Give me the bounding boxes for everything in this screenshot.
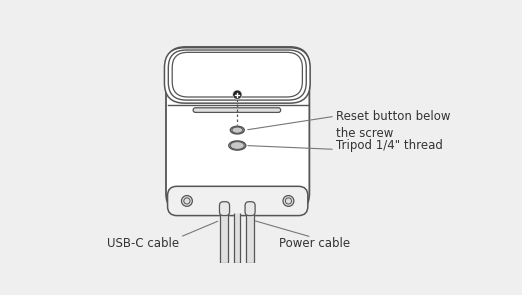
FancyBboxPatch shape [219, 202, 230, 216]
FancyBboxPatch shape [172, 52, 302, 97]
FancyBboxPatch shape [166, 47, 310, 212]
FancyBboxPatch shape [168, 50, 306, 100]
Text: Power cable: Power cable [279, 237, 350, 250]
Ellipse shape [230, 126, 244, 134]
Polygon shape [234, 212, 241, 263]
Circle shape [234, 91, 241, 98]
Circle shape [182, 196, 192, 206]
Polygon shape [246, 214, 254, 263]
Text: USB-C cable: USB-C cable [106, 237, 179, 250]
Circle shape [233, 91, 242, 99]
Ellipse shape [229, 141, 246, 150]
Polygon shape [220, 214, 228, 263]
Text: Reset button below
the screw: Reset button below the screw [337, 110, 451, 140]
FancyBboxPatch shape [245, 202, 255, 216]
FancyBboxPatch shape [168, 186, 308, 216]
FancyBboxPatch shape [193, 108, 281, 112]
FancyBboxPatch shape [164, 48, 310, 103]
Circle shape [283, 196, 294, 206]
Text: Tripod 1/4" thread: Tripod 1/4" thread [337, 139, 443, 152]
